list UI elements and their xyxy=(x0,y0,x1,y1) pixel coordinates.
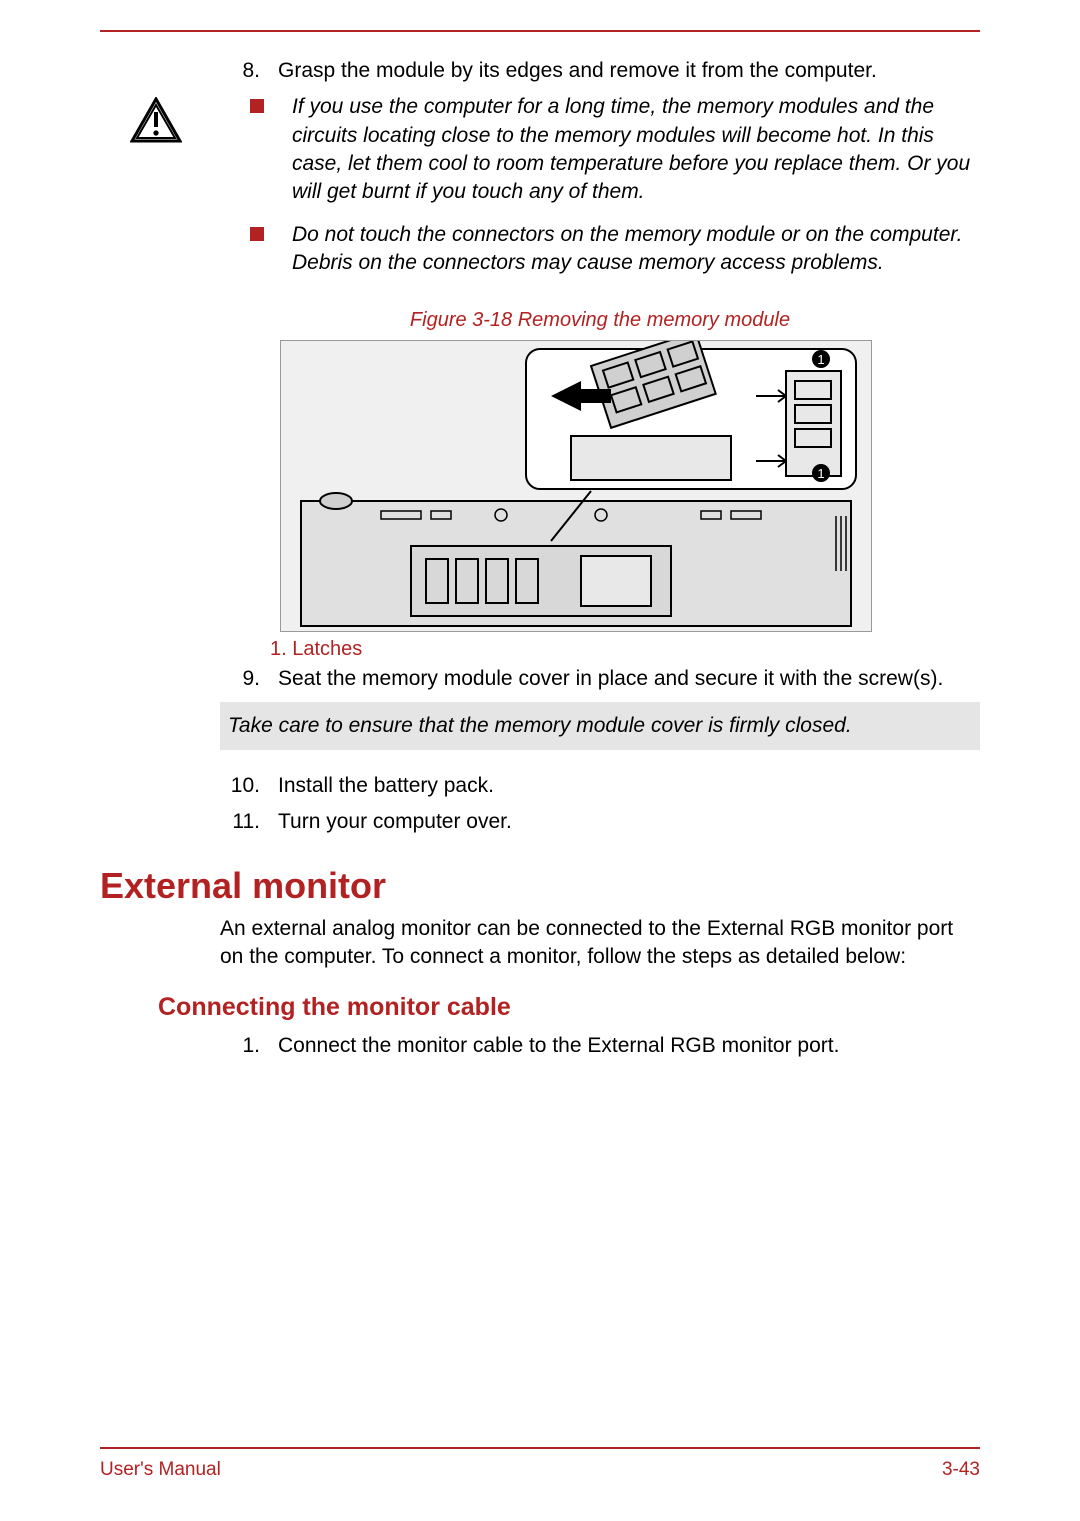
footer-left: User's Manual xyxy=(100,1459,221,1481)
paragraph: An external analog monitor can be connec… xyxy=(220,915,980,972)
step-11: 11. Turn your computer over. xyxy=(220,808,980,836)
figure-illustration: 1 1 xyxy=(280,340,872,632)
bullet-square-icon xyxy=(250,99,264,113)
top-rule xyxy=(100,30,980,32)
page: 8. Grasp the module by its edges and rem… xyxy=(0,0,1080,1521)
connect-step-1: 1. Connect the monitor cable to the Exte… xyxy=(220,1032,980,1060)
warning-block: If you use the computer for a long time,… xyxy=(100,93,980,291)
step-text: Connect the monitor cable to the Externa… xyxy=(278,1032,980,1060)
bullet-square-icon xyxy=(250,227,264,241)
step-9: 9. Seat the memory module cover in place… xyxy=(220,665,980,693)
warning-list: If you use the computer for a long time,… xyxy=(250,93,980,291)
step-text: Install the battery pack. xyxy=(278,772,980,800)
callout-num: 1 xyxy=(817,466,824,481)
note-bar: Take care to ensure that the memory modu… xyxy=(220,702,980,750)
callout-num: 1 xyxy=(817,352,824,367)
heading-connecting-cable: Connecting the monitor cable xyxy=(158,993,980,1022)
step-number: 10. xyxy=(220,772,278,800)
step-8: 8. Grasp the module by its edges and rem… xyxy=(220,57,980,85)
step-number: 9. xyxy=(220,665,278,693)
step-text: Turn your computer over. xyxy=(278,808,980,836)
figure-legend: 1. Latches xyxy=(270,638,980,661)
step-number: 1. xyxy=(220,1032,278,1060)
step-text: Grasp the module by its edges and remove… xyxy=(278,57,980,85)
warning-text: If you use the computer for a long time,… xyxy=(292,93,980,206)
caution-icon xyxy=(130,97,182,143)
warning-text: Do not touch the connectors on the memor… xyxy=(292,221,980,278)
step-10: 10. Install the battery pack. xyxy=(220,772,980,800)
step-text: Seat the memory module cover in place an… xyxy=(278,665,980,693)
caution-icon-col xyxy=(100,93,250,148)
warning-item: If you use the computer for a long time,… xyxy=(250,93,980,206)
heading-external-monitor: External monitor xyxy=(100,865,980,907)
page-footer: User's Manual 3-43 xyxy=(100,1447,980,1481)
step-number: 11. xyxy=(220,808,278,836)
figure-caption: Figure 3-18 Removing the memory module xyxy=(220,309,980,332)
footer-right: 3-43 xyxy=(942,1459,980,1481)
warning-item: Do not touch the connectors on the memor… xyxy=(250,221,980,278)
step-number: 8. xyxy=(220,57,278,85)
